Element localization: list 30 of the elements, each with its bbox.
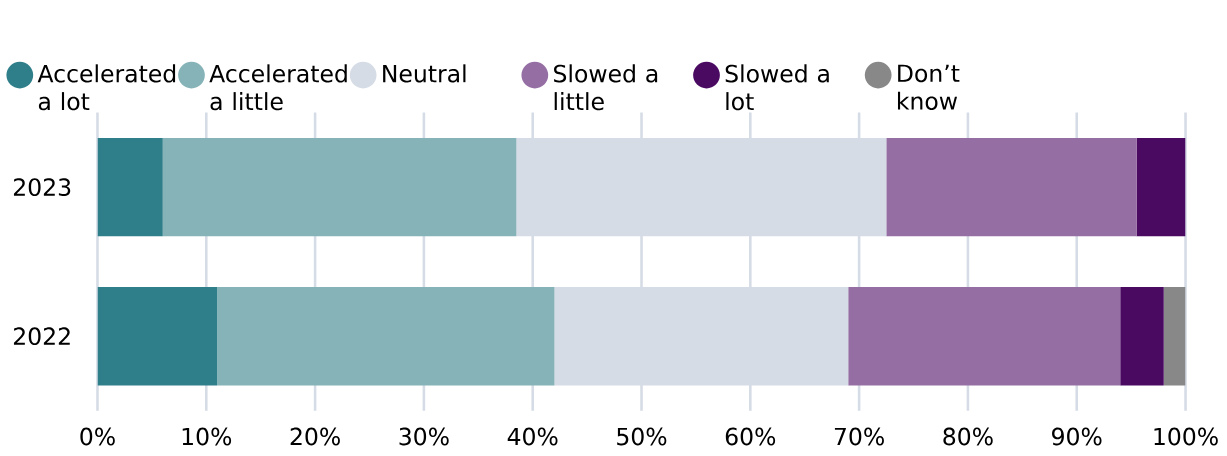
bar <box>886 137 1137 237</box>
x-tick-label: 30% <box>399 427 449 446</box>
bar <box>162 137 517 237</box>
bar <box>1136 137 1186 237</box>
x-tick-label: 60% <box>725 427 776 446</box>
x-tick-label: 50% <box>617 427 667 446</box>
legend-label: Accelerated a little <box>209 64 347 111</box>
x-tick-label: 90% <box>1052 427 1102 446</box>
legend-label: Accelerated a lot <box>37 64 176 111</box>
x-tick-label: 80% <box>943 427 993 446</box>
legend-label: Slowed a little <box>554 64 658 111</box>
x-tick-label: 100% <box>1154 427 1218 446</box>
legend-label: Neutral <box>383 64 466 83</box>
x-tick-label: 40% <box>507 427 558 446</box>
bar <box>1120 286 1164 386</box>
x-tick-label: 20% <box>290 427 340 446</box>
x-tick-label: 0% <box>80 427 115 446</box>
bar <box>516 137 887 237</box>
legend-label: Slowed a lot <box>725 64 829 111</box>
y-tick-label: 2022 <box>13 327 70 345</box>
bar <box>97 137 163 237</box>
bar <box>554 286 849 386</box>
x-tick-label: 70% <box>834 427 884 446</box>
bar <box>217 286 555 386</box>
bar <box>1163 286 1186 386</box>
bar <box>848 286 1121 386</box>
x-tick-label: 10% <box>182 427 232 446</box>
bar <box>97 286 218 386</box>
y-tick-label: 2023 <box>13 178 71 196</box>
legend-label: Don’t know <box>897 64 960 110</box>
